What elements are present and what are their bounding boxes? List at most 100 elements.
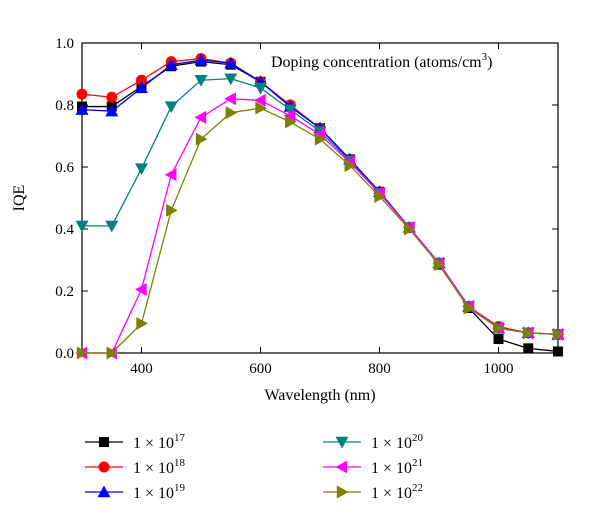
series-line [82, 60, 559, 353]
legend-label-exponent: 18 [174, 457, 186, 469]
data-point [463, 301, 476, 315]
data-point [164, 101, 178, 114]
x-tick-label: 800 [368, 361, 391, 377]
data-point [76, 346, 89, 360]
annotation-prefix: Doping concentration (atoms/cm [271, 54, 482, 71]
data-point [135, 163, 148, 176]
y-tick-label: 0.6 [55, 160, 74, 176]
data-point [136, 317, 148, 331]
data-point [254, 93, 266, 107]
data-point [195, 132, 208, 146]
legend-label-exponent: 21 [412, 457, 423, 469]
x-tick-label: 400 [130, 361, 153, 377]
legend-marker [335, 460, 348, 474]
legend-item-17: 1 × 1017 [85, 432, 186, 452]
legend-label: 1 × 1021 [371, 457, 423, 477]
data-point [164, 168, 177, 182]
legend-label: 1 × 1018 [133, 457, 186, 477]
data-point [106, 91, 118, 103]
x-tick-label: 1000 [484, 361, 514, 377]
series-18 [76, 53, 564, 340]
data-point [164, 58, 178, 70]
series-line [82, 77, 559, 336]
data-point [255, 101, 267, 115]
data-point [254, 82, 267, 95]
data-point [523, 326, 535, 340]
legend-label: 1 × 1022 [371, 482, 423, 502]
legend-item-19: 1 × 1019 [85, 482, 186, 502]
legend-marker [99, 437, 109, 447]
series-22 [76, 101, 565, 360]
data-point [105, 220, 119, 233]
data-point [76, 88, 88, 100]
series-21 [75, 92, 564, 360]
series-line [81, 57, 559, 336]
data-point [106, 346, 119, 360]
legend-label: 1 × 1017 [133, 432, 186, 452]
legend-label-exponent: 20 [412, 432, 424, 444]
legend-label-mantissa: 1 × 10 [133, 435, 174, 452]
data-point [75, 103, 89, 115]
data-point [283, 109, 296, 123]
data-point [285, 115, 297, 129]
axis-ticks: 400 600 800 1000 0.0 0.2 0.4 0.6 0.8 1.0 [55, 36, 558, 377]
legend-label-mantissa: 1 × 10 [133, 460, 174, 477]
data-point [433, 258, 446, 272]
data-point [225, 106, 238, 120]
data-point [75, 220, 89, 233]
data-point [493, 321, 505, 335]
data-point [135, 282, 147, 296]
data-point [194, 53, 208, 66]
series-layer [75, 53, 565, 360]
legend-marker [336, 485, 349, 499]
data-point [552, 327, 565, 341]
data-point [224, 73, 238, 86]
data-point [136, 74, 147, 86]
data-point [194, 75, 208, 87]
data-point [314, 132, 327, 146]
x-axis-title: Wavelength (nm) [264, 387, 375, 404]
data-point [194, 110, 207, 124]
legend-item-21: 1 × 1021 [323, 457, 423, 477]
legend-item-22: 1 × 1022 [323, 482, 423, 502]
legend-marker [97, 485, 111, 498]
legend-label-exponent: 17 [174, 432, 186, 444]
y-axis-title: IQE [11, 185, 28, 212]
data-point [224, 56, 238, 69]
series-17 [77, 56, 563, 357]
data-point [493, 334, 504, 345]
legend-label-exponent: 22 [412, 482, 423, 494]
data-point [166, 203, 178, 217]
series-20 [75, 73, 565, 341]
data-point [105, 104, 119, 117]
legend-label-mantissa: 1 × 10 [371, 485, 412, 502]
legend-label-mantissa: 1 × 10 [371, 460, 412, 477]
data-point [344, 158, 357, 172]
legend-label: 1 × 1019 [133, 482, 186, 502]
x-tick-label: 600 [249, 361, 272, 377]
legend-marker [98, 461, 110, 473]
data-point [135, 81, 148, 94]
legend-item-18: 1 × 1018 [85, 457, 186, 477]
data-point [553, 346, 563, 357]
y-tick-label: 0.4 [55, 222, 74, 238]
legend-item-20: 1 × 1020 [323, 432, 424, 452]
legend-label: 1 × 1020 [371, 432, 424, 452]
plot-frame [81, 42, 559, 354]
annotation-exponent: 3 [482, 51, 488, 63]
legend-marker [335, 436, 349, 449]
legend-label-mantissa: 1 × 10 [133, 485, 174, 502]
series-line [81, 59, 559, 336]
y-tick-label: 0.0 [55, 346, 74, 362]
data-point [404, 222, 416, 236]
y-tick-label: 1.0 [55, 36, 74, 52]
y-tick-label: 0.2 [55, 284, 74, 300]
annotation-suffix: ) [487, 54, 492, 71]
data-point [283, 104, 297, 117]
doping-annotation: Doping concentration (atoms/cm3) [271, 51, 492, 71]
legend-label-exponent: 19 [174, 482, 186, 494]
data-point [374, 189, 386, 203]
data-point [523, 343, 534, 354]
